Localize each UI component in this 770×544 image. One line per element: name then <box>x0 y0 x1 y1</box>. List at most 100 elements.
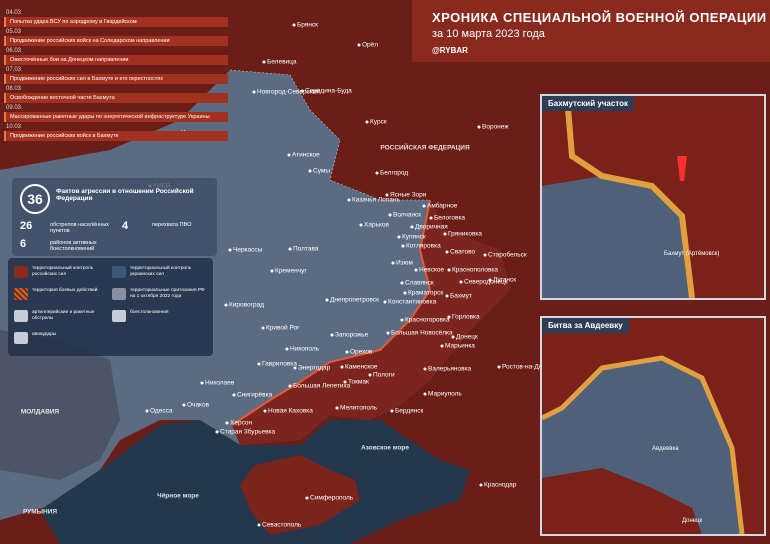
city-label: Бахмут <box>450 293 472 300</box>
city-label: Невское <box>419 267 444 274</box>
city-label: Днепропетровск <box>330 297 379 304</box>
legend-label: территориальные притязания РФ на 1 октяб… <box>130 288 205 299</box>
city-dot <box>447 315 451 319</box>
inset-title: Битва за Авдеевку <box>542 318 629 333</box>
stat-value: 4 <box>122 220 129 232</box>
city-dot <box>390 409 394 413</box>
city-label: Славянск <box>405 280 434 287</box>
timeline-date: 05.03 <box>6 29 22 35</box>
city-dot <box>145 409 149 413</box>
stat-value: 6 <box>20 238 27 250</box>
inset-map <box>542 318 764 534</box>
city-dot <box>414 268 418 272</box>
city-dot <box>445 294 449 298</box>
city-dot <box>459 280 463 284</box>
timeline-text: Освобождение восточной части Бахмута <box>4 93 228 103</box>
city-label: Сумы <box>313 168 330 175</box>
city-dot <box>257 523 261 527</box>
city-label: Казачья Лопань <box>352 197 400 204</box>
city-dot <box>263 409 267 413</box>
city-label: Луганск <box>493 277 516 284</box>
inset-avdeevka: Битва за Авдеевку Авдеевка Донецк <box>540 316 766 536</box>
city-label: Донецк <box>456 334 478 341</box>
inset-title: Бахмутский участок <box>542 96 635 111</box>
city-label: Горловка <box>452 314 480 321</box>
city-dot <box>224 303 228 307</box>
legend-swatch <box>112 288 126 300</box>
city-dot <box>422 204 426 208</box>
city-label: Кременчуг <box>275 268 307 275</box>
city-dot <box>343 380 347 384</box>
city-label: Краснодар <box>484 482 517 489</box>
city-label: Гряниковка <box>448 231 482 238</box>
city-dot <box>335 406 339 410</box>
legend-label: территориальный контроль украинских сил <box>130 266 192 277</box>
city-dot <box>451 335 455 339</box>
city-label: Большая Новосёлка <box>391 330 453 337</box>
city-label: Херсон <box>230 420 253 427</box>
russian-control-area <box>232 200 510 445</box>
city-label: Новая Каховка <box>268 408 313 415</box>
city-label: Воронеж <box>482 124 509 131</box>
city-dot <box>483 253 487 257</box>
legend: территориальный контроль российских сил т… <box>8 258 213 356</box>
city-label: Северодонецк <box>464 279 508 286</box>
advance-arrow <box>677 156 687 181</box>
legend-swatch <box>14 310 28 322</box>
city-dot <box>375 171 379 175</box>
city-label: Одесса <box>150 408 173 415</box>
city-label: Валерьяновка <box>428 366 472 373</box>
city-label: Белгород <box>380 170 408 177</box>
city-dot <box>228 248 232 252</box>
city-label: Амбарное <box>427 202 458 210</box>
front-line <box>231 199 432 426</box>
title: ХРОНИКА СПЕЦИАЛЬНОЙ ВОЕННОЙ ОПЕРАЦИИ <box>432 10 767 25</box>
city-dot <box>308 169 312 173</box>
city-dot <box>383 300 387 304</box>
timeline-date: 07.03 <box>6 67 22 73</box>
stat-label: районов активных боестолкновений <box>50 240 97 252</box>
timeline-text: Ожесточённые бои на Донецком направлении <box>4 55 228 65</box>
inset-map <box>542 96 764 298</box>
region-label: РУМЫНИЯ <box>23 509 57 516</box>
city-dot <box>445 250 449 254</box>
city-dot <box>423 392 427 396</box>
legend-label: территориальный контроль российских сил <box>32 266 94 277</box>
city-label: Константиновка <box>388 299 437 306</box>
stats-panel: 36 Фактов агрессии в отношении Российско… <box>12 178 217 256</box>
city-label: Севастополь <box>262 522 302 529</box>
city-label: Котляровка <box>406 243 441 250</box>
city-label: Краматорск <box>408 290 443 297</box>
city-dot <box>443 232 447 236</box>
city-dot <box>397 235 401 239</box>
city-dot <box>368 373 372 377</box>
city-label: Гавриловка <box>262 361 297 368</box>
legend-swatch <box>14 332 28 344</box>
legend-swatch <box>14 266 28 278</box>
inset-label: Бахмут (Артёмовск) <box>664 251 720 257</box>
city-label: Старобельск <box>488 251 527 259</box>
city-dot <box>403 291 407 295</box>
city-label: Большая Лепетиха <box>293 383 351 390</box>
moldova-area <box>0 330 120 480</box>
timeline-date: 08.03 <box>6 86 22 92</box>
stat-label: обстрелов населённых пунктов <box>50 222 109 234</box>
city-dot <box>429 216 433 220</box>
city-dot <box>330 333 334 337</box>
inset-label: Донецк <box>682 518 703 524</box>
timeline: 04.03 Попытка удара ВСУ по аэродрому в Гв… <box>0 8 228 143</box>
legend-swatch <box>112 310 126 322</box>
city-dot <box>305 496 309 500</box>
timeline-text: Продвижение российских войск в Бахмуте <box>4 131 228 141</box>
city-label: Старая Збурьевка <box>220 428 276 436</box>
city-dot <box>182 403 186 407</box>
city-label: Каменское <box>345 364 378 371</box>
city-label: Изюм <box>396 260 413 267</box>
legend-swatch <box>14 288 28 300</box>
crimea-area <box>240 455 360 535</box>
russian-control-area <box>542 96 764 298</box>
timeline-text: Массированные ракетные удары по энергети… <box>4 112 228 122</box>
city-label: Ясные Зори <box>390 192 427 199</box>
city-label: Снигирёвка <box>237 392 273 399</box>
